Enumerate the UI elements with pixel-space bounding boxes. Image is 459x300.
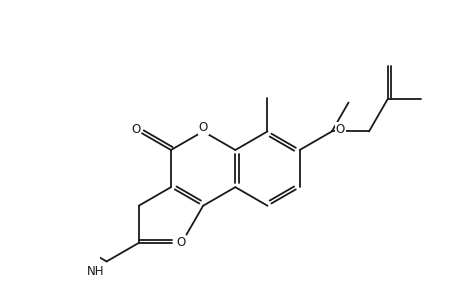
Text: NH: NH xyxy=(87,265,105,278)
Text: O: O xyxy=(198,121,207,134)
Text: O: O xyxy=(131,123,140,136)
Text: O: O xyxy=(175,236,185,249)
Text: O: O xyxy=(335,123,344,136)
